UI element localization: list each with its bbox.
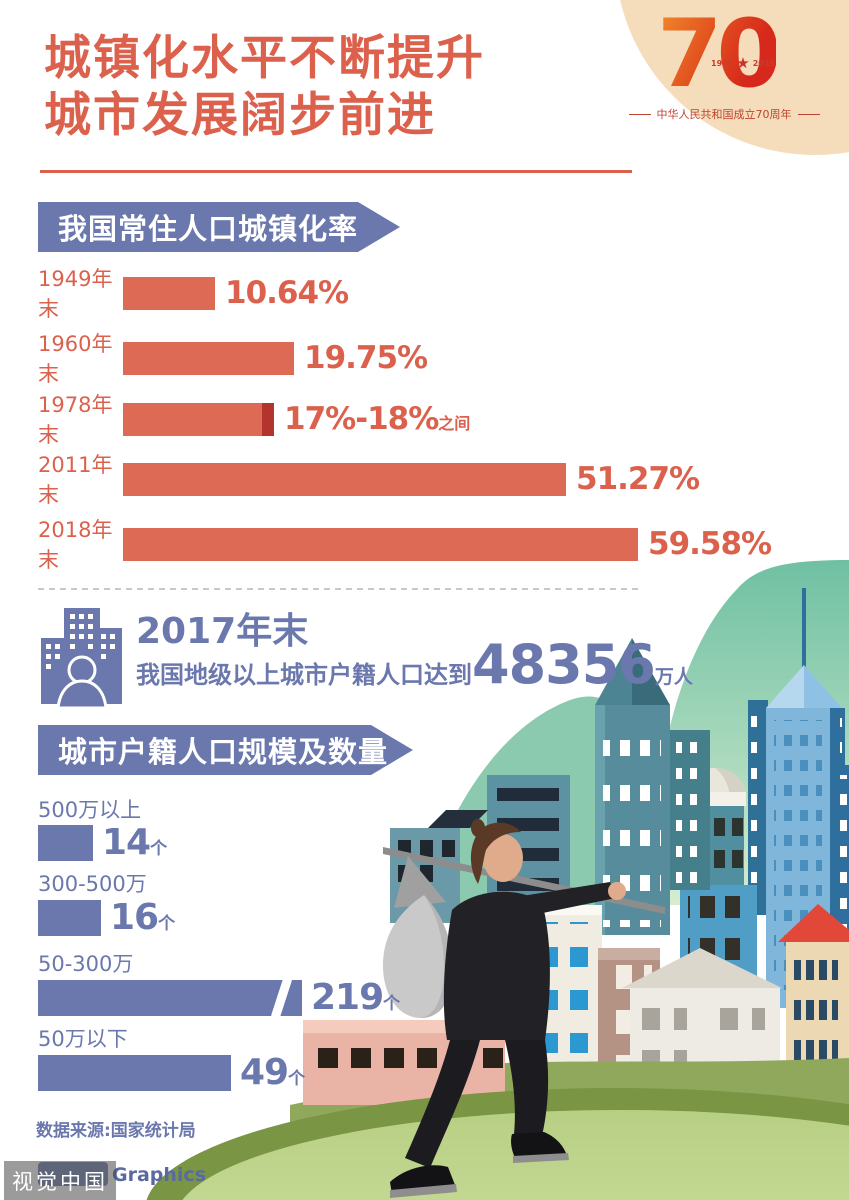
dash-decoration bbox=[797, 113, 820, 115]
milestone-year: 2017年末 bbox=[136, 611, 309, 652]
cityscape-illustration bbox=[146, 560, 849, 1200]
walking-man-figure bbox=[382, 819, 665, 1198]
chart1-bar bbox=[123, 341, 294, 375]
chart2-row: 49个 bbox=[38, 1052, 305, 1093]
year-right-label: 2019 bbox=[752, 59, 775, 68]
page-title-line2: 城市发展阔步前进 bbox=[44, 88, 436, 144]
chart1-value-label: 59.58% bbox=[648, 526, 772, 562]
chart1-category-label: 1949年末 bbox=[38, 267, 113, 321]
chart1-bar bbox=[123, 276, 215, 310]
chart1-value-label: 51.27% bbox=[576, 461, 700, 497]
watermark-badge: 视觉中国 bbox=[4, 1161, 116, 1200]
chart2-row: 14个 bbox=[38, 822, 167, 863]
chart1-row: 2011年末 51.27% bbox=[38, 449, 700, 509]
chart2-row: 219个 bbox=[38, 977, 400, 1018]
milestone-text: 我国地级以上城市户籍人口达到 bbox=[136, 661, 472, 689]
unit-suffix: 个 bbox=[150, 839, 167, 859]
page-title-line1: 城镇化水平不断提升 bbox=[44, 31, 485, 86]
chart1-category-label: 2018年末 bbox=[38, 518, 113, 572]
chart2-banner: 城市户籍人口规模及数量 bbox=[38, 725, 413, 775]
chart1-value-label: 17%-18%之间 bbox=[284, 401, 471, 437]
dash-decoration bbox=[628, 113, 651, 115]
chart2-bar bbox=[38, 899, 101, 936]
value-suffix: 之间 bbox=[438, 414, 471, 433]
chart2-value-label: 14个 bbox=[102, 822, 167, 863]
chart2-value-label: 219个 bbox=[311, 977, 400, 1018]
chart1-category-label: 1960年末 bbox=[38, 332, 113, 386]
chart2-value-label: 16个 bbox=[110, 897, 175, 938]
chart1-bar bbox=[123, 402, 274, 436]
title-underline bbox=[40, 170, 632, 173]
unit-suffix: 个 bbox=[383, 994, 400, 1014]
chart1-row: 1960年末 19.75% bbox=[38, 328, 428, 388]
credit-label: Graphics bbox=[112, 1164, 206, 1186]
city-population-icon bbox=[41, 608, 122, 708]
anniversary-years: 1949 ★ 2019 bbox=[711, 56, 775, 71]
chart2-value-label: 49个 bbox=[240, 1052, 305, 1093]
chart1-value-label: 19.75% bbox=[304, 340, 428, 376]
chart1-category-label: 2011年末 bbox=[38, 453, 113, 507]
chart1-value-label: 10.64% bbox=[225, 275, 349, 311]
chart1-category-label: 1978年末 bbox=[38, 393, 113, 447]
unit-suffix: 个 bbox=[158, 914, 175, 934]
milestone-value: 48356 bbox=[472, 633, 656, 696]
chart1-row: 1949年末 10.64% bbox=[38, 263, 349, 323]
range-end-marker bbox=[262, 402, 274, 436]
chart1-bar bbox=[123, 462, 566, 496]
anniversary-subtitle: 中华人民共和国成立70周年 bbox=[656, 108, 792, 121]
chart1-banner: 我国常住人口城镇化率 bbox=[38, 202, 400, 252]
milestone-unit: 万人 bbox=[654, 666, 693, 688]
chart2-category-label: 50-300万 bbox=[38, 952, 134, 976]
dashed-divider bbox=[38, 588, 638, 590]
chart2-bar bbox=[38, 977, 302, 1018]
year-left-label: 1949 bbox=[711, 59, 734, 68]
chart1-row: 2018年末 59.58% bbox=[38, 514, 772, 574]
chart1-bar bbox=[123, 527, 638, 561]
star-icon: ★ bbox=[736, 54, 750, 72]
milestone-statement: 我国地级以上城市户籍人口达到 48356 万人 bbox=[136, 638, 693, 692]
70th-anniversary-emblem: 70 1949 ★ 2019 中华人民共和国成立70周年 bbox=[609, 0, 849, 160]
chart2-bar bbox=[38, 824, 93, 861]
anniversary-number: 70 bbox=[657, 0, 782, 109]
chart1-row: 1978年末 17%-18%之间 bbox=[38, 389, 470, 449]
bar-break-marker bbox=[271, 977, 292, 1018]
chart2-bar bbox=[38, 1054, 231, 1091]
anniversary-subtitle-row: 中华人民共和国成立70周年 bbox=[609, 106, 839, 122]
chart2-category-label: 300-500万 bbox=[38, 872, 147, 896]
page-title: 城镇化水平不断提升 城市发展阔步前进 bbox=[44, 30, 485, 145]
chart2-category-label: 50万以下 bbox=[38, 1027, 128, 1051]
data-source-note: 数据来源:国家统计局 bbox=[36, 1121, 196, 1141]
chart2-row: 16个 bbox=[38, 897, 175, 938]
unit-suffix: 个 bbox=[288, 1069, 305, 1089]
chart2-category-label: 500万以上 bbox=[38, 798, 142, 822]
